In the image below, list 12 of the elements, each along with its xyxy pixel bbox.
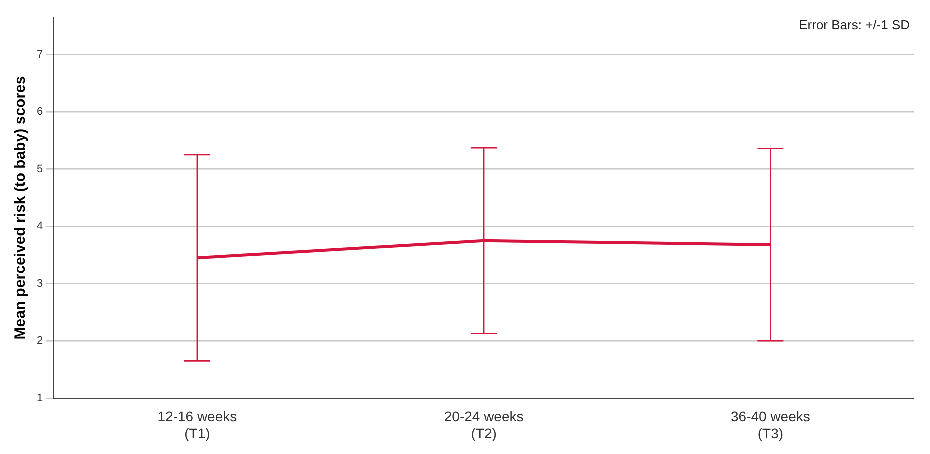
x-tick-label: 36-40 weeks (T3) xyxy=(730,408,810,442)
y-tick-label: 3 xyxy=(36,278,44,290)
y-tick-label: 1 xyxy=(36,392,44,404)
y-tick-label: 4 xyxy=(36,220,44,233)
y-tick-label: 2 xyxy=(36,335,44,348)
x-tick-label: 20-24 weeks (T2) xyxy=(444,408,524,442)
y-tick-label: 6 xyxy=(36,106,44,118)
annotation: Error Bars: +/-1 SD xyxy=(799,18,910,33)
y-axis-title: Mean perceived risk (to baby) scores xyxy=(12,76,30,340)
x-tick-label: 12-16 weeks (T1) xyxy=(158,408,238,442)
y-tick-label: 7 xyxy=(36,48,44,61)
y-tick-label: 5 xyxy=(36,163,44,176)
